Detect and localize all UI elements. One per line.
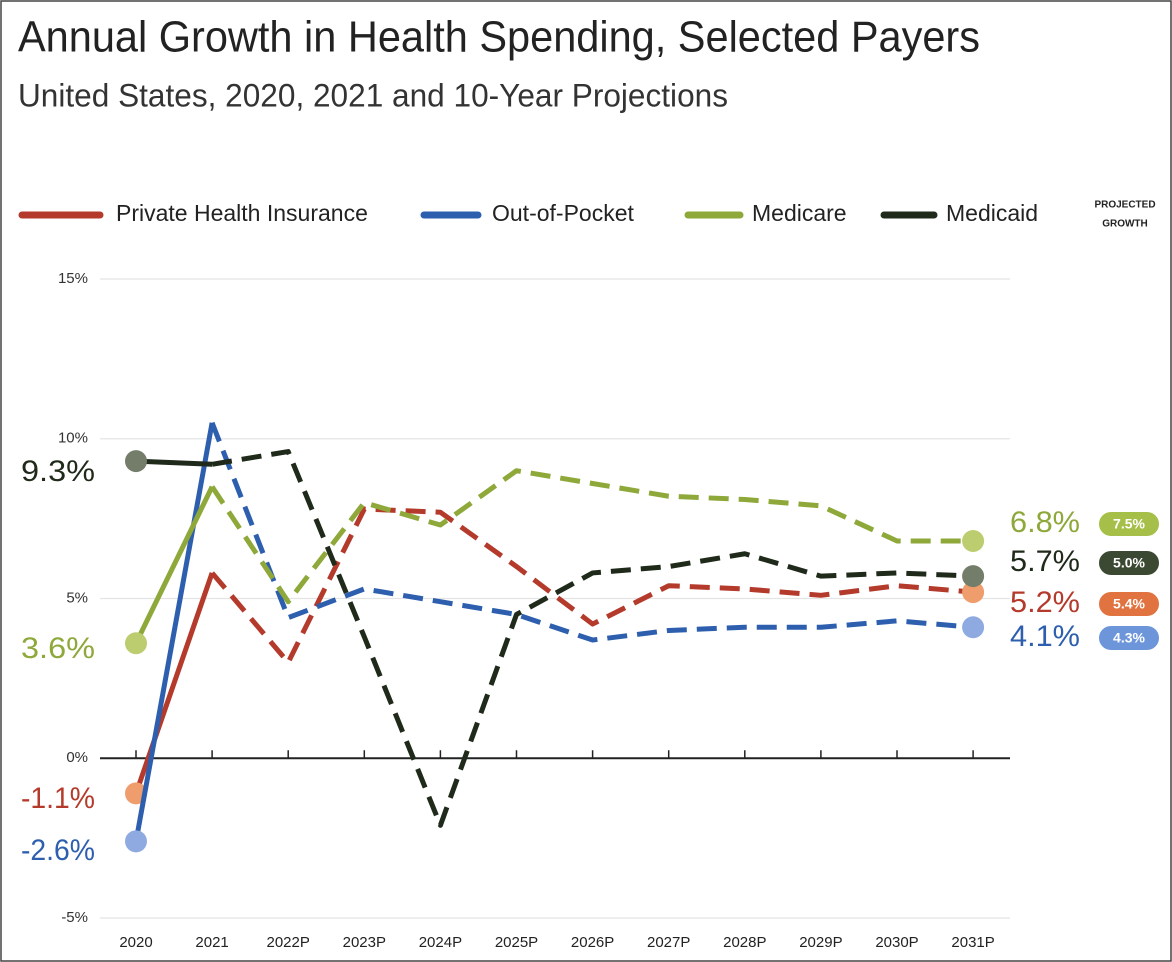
x-tick-label: 2027P xyxy=(647,934,690,951)
x-tick-label: 2031P xyxy=(951,934,994,951)
point xyxy=(962,565,985,588)
point xyxy=(962,529,985,552)
data-label: -2.6% xyxy=(21,834,95,867)
legend-label: Out-of-Pocket xyxy=(492,200,634,226)
x-tick-label: 2029P xyxy=(799,934,842,951)
x-tick-label: 2025P xyxy=(495,934,538,951)
y-tick-label: 10% xyxy=(58,430,88,447)
projected-pill xyxy=(1097,590,1161,618)
x-tick-label: 2030P xyxy=(875,934,918,951)
data-label: 9.3% xyxy=(21,455,95,488)
legend-label: Medicare xyxy=(752,200,847,226)
projected-line xyxy=(209,421,974,643)
x-tick-label: 2023P xyxy=(343,934,386,951)
projected-pill-label: 5.0% xyxy=(1113,555,1145,571)
y-tick-label: 15% xyxy=(58,270,88,287)
data-label: -1.1% xyxy=(21,782,95,815)
legend-label: Private Health Insurance xyxy=(116,200,368,226)
chart-subtitle: United States, 2020, 2021 and 10-Year Pr… xyxy=(18,77,728,113)
x-tick-label: 2028P xyxy=(723,934,766,951)
data-label: 6.8% xyxy=(1010,506,1080,539)
projected-line xyxy=(211,449,974,828)
x-tick-label: 2024P xyxy=(419,934,462,951)
point xyxy=(125,830,147,853)
legend-note: GROWTH xyxy=(1102,219,1148,230)
x-tick-label: 2026P xyxy=(571,934,614,951)
projected-line xyxy=(210,468,974,605)
y-tick-label: 5% xyxy=(66,589,88,606)
projected-pill-label: 5.4% xyxy=(1113,596,1145,612)
x-tick-label: 2020 xyxy=(119,934,152,951)
point xyxy=(962,581,985,604)
actual-line xyxy=(133,422,215,842)
projected-pill xyxy=(1097,549,1161,577)
projected-line xyxy=(210,506,974,665)
projected-pill-label: 7.5% xyxy=(1113,516,1145,532)
data-label: 3.6% xyxy=(21,632,95,665)
chart-title: Annual Growth in Health Spending, Select… xyxy=(18,13,980,62)
projected-pill-label: 4.3% xyxy=(1113,630,1145,646)
data-label: 4.1% xyxy=(1010,620,1080,653)
legend-label: Medicaid xyxy=(946,200,1038,226)
legend-note: PROJECTED xyxy=(1094,200,1155,211)
data-label: 5.2% xyxy=(1010,586,1080,619)
y-tick-label: 0% xyxy=(66,749,88,766)
point xyxy=(125,450,147,473)
x-tick-label: 2021 xyxy=(195,934,228,951)
data-label: 5.7% xyxy=(1010,545,1080,578)
projected-pill xyxy=(1097,510,1161,538)
x-tick-label: 2022P xyxy=(267,934,310,951)
actual-line xyxy=(135,458,213,467)
actual-line xyxy=(133,485,215,645)
point xyxy=(125,632,147,655)
actual-line xyxy=(133,572,215,795)
projected-pill xyxy=(1097,624,1161,652)
y-tick-label: -5% xyxy=(61,909,88,926)
point xyxy=(962,616,985,639)
